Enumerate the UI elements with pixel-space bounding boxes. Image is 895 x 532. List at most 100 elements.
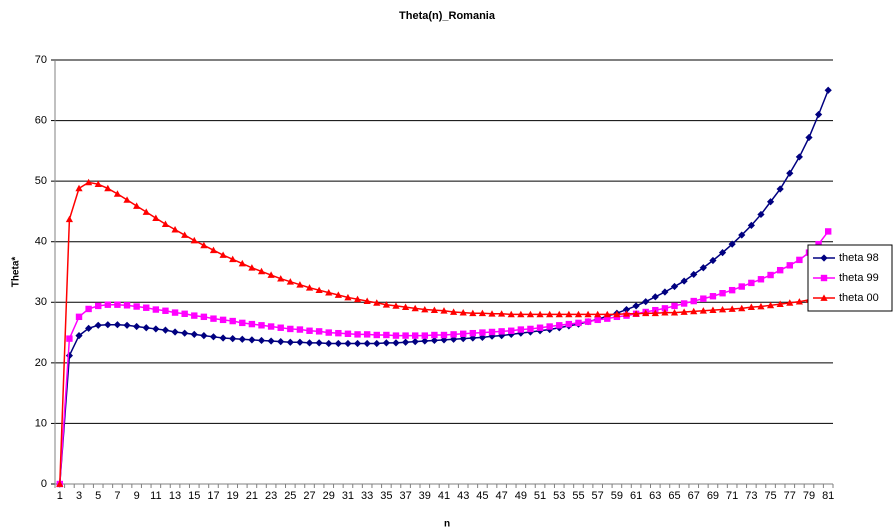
marker <box>526 310 535 318</box>
x-tick-label: 37 <box>399 490 411 502</box>
marker <box>488 328 496 336</box>
marker <box>286 338 294 346</box>
x-tick-label: 41 <box>438 490 450 502</box>
x-tick-label: 43 <box>457 490 469 502</box>
marker <box>382 339 390 347</box>
marker <box>104 321 112 329</box>
marker <box>556 322 563 329</box>
marker <box>296 281 304 288</box>
marker <box>546 323 553 330</box>
marker <box>709 256 717 265</box>
x-tick-label: 17 <box>207 490 219 502</box>
marker <box>517 329 525 337</box>
marker <box>622 305 631 314</box>
x-tick-label: 69 <box>707 490 719 502</box>
marker <box>277 324 284 331</box>
x-tick-label: 55 <box>572 490 584 502</box>
marker <box>728 305 736 312</box>
marker <box>469 309 477 317</box>
marker <box>718 249 727 257</box>
marker <box>555 310 563 318</box>
marker <box>258 322 265 329</box>
marker <box>200 313 208 321</box>
marker <box>430 306 438 314</box>
x-tick-label: 73 <box>745 490 757 502</box>
legend-label: theta 00 <box>839 292 879 304</box>
y-tick-label: 0 <box>41 478 47 490</box>
marker <box>239 319 246 327</box>
marker <box>200 241 208 249</box>
y-tick-label: 60 <box>35 114 47 126</box>
marker <box>392 332 400 339</box>
x-tick-label: 27 <box>303 490 315 502</box>
marker <box>104 184 112 192</box>
marker <box>642 309 650 317</box>
x-tick-label: 19 <box>227 490 239 502</box>
y-tick-label: 70 <box>35 54 47 66</box>
marker <box>699 264 707 272</box>
marker <box>248 264 256 271</box>
marker <box>680 277 688 285</box>
x-tick-label: 21 <box>246 490 258 502</box>
marker <box>344 339 352 348</box>
marker <box>565 320 573 328</box>
marker <box>805 133 813 142</box>
marker <box>306 327 313 334</box>
marker <box>190 236 198 244</box>
x-tick-label: 49 <box>515 490 527 502</box>
marker <box>238 335 246 343</box>
marker <box>56 480 64 487</box>
marker <box>508 327 515 334</box>
marker <box>334 339 342 348</box>
marker <box>728 286 736 294</box>
marker <box>296 326 304 333</box>
marker <box>267 271 275 278</box>
marker <box>642 298 650 306</box>
marker <box>363 297 371 304</box>
marker <box>373 331 380 339</box>
marker <box>286 278 294 285</box>
marker <box>767 271 774 279</box>
marker <box>757 210 765 219</box>
marker <box>786 262 793 269</box>
marker <box>709 293 717 300</box>
marker <box>450 308 458 315</box>
marker <box>680 308 688 315</box>
marker <box>257 336 266 345</box>
x-tick-label: 31 <box>342 490 354 502</box>
marker <box>747 221 755 229</box>
marker <box>123 321 131 329</box>
marker <box>344 293 352 301</box>
x-tick-label: 35 <box>380 490 392 502</box>
marker <box>670 282 679 291</box>
marker <box>65 215 74 223</box>
marker <box>334 291 342 298</box>
marker <box>181 310 188 317</box>
marker <box>574 310 583 318</box>
marker <box>690 270 698 279</box>
marker <box>209 333 218 341</box>
marker <box>325 329 332 336</box>
marker <box>459 308 467 316</box>
legend-label: theta 98 <box>839 252 879 264</box>
x-tick-label: 67 <box>688 490 700 502</box>
x-tick-label: 3 <box>76 490 82 502</box>
marker <box>161 326 170 334</box>
marker <box>680 300 688 307</box>
x-tick-label: 53 <box>553 490 565 502</box>
marker <box>795 298 803 305</box>
x-tick-label: 29 <box>323 490 335 502</box>
marker <box>94 180 102 188</box>
marker <box>305 284 314 291</box>
marker <box>113 321 122 329</box>
marker <box>670 308 679 316</box>
marker <box>161 220 170 228</box>
series-line <box>59 230 829 485</box>
marker <box>632 302 640 310</box>
marker <box>766 301 775 309</box>
marker <box>305 339 314 347</box>
marker <box>142 208 150 215</box>
x-tick-label: 39 <box>419 490 431 502</box>
marker <box>671 302 678 310</box>
marker <box>85 305 92 313</box>
